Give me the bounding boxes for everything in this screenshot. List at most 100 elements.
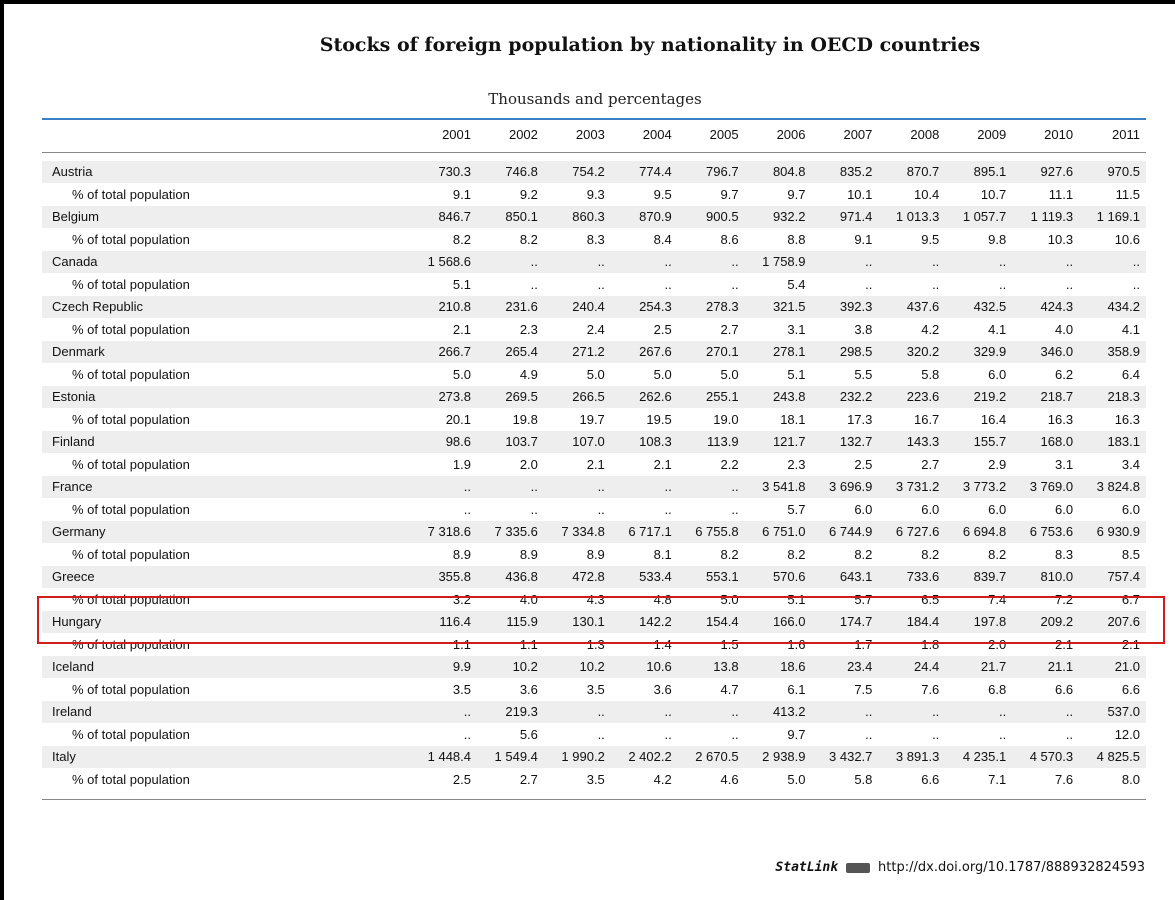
cell: 321.5 xyxy=(772,299,806,314)
cell: 218.3 xyxy=(1107,389,1140,404)
cell: 8.9 xyxy=(586,546,605,562)
cell: 870.7 xyxy=(906,164,940,179)
cell: 8.2 xyxy=(854,546,873,562)
cell: .. xyxy=(664,501,672,517)
cell: 5.1 xyxy=(787,591,806,607)
cell: 1 990.2 xyxy=(561,749,605,764)
cell: 6.0 xyxy=(854,501,873,517)
cell: 6.7 xyxy=(1121,591,1140,607)
cell: 4.1 xyxy=(988,321,1007,337)
row-label: Estonia xyxy=(52,389,96,404)
cell: 2 670.5 xyxy=(695,749,739,764)
cell: 320.2 xyxy=(906,344,940,359)
cell: 4.8 xyxy=(653,591,672,607)
cell: 6 755.8 xyxy=(695,524,739,539)
row-shade xyxy=(42,296,1146,318)
cell: 197.8 xyxy=(973,614,1007,629)
cell: 754.2 xyxy=(572,164,605,179)
cell: 8.9 xyxy=(519,546,538,562)
row-shade xyxy=(42,431,1146,453)
cell: 16.3 xyxy=(1047,411,1074,427)
cell: .. xyxy=(731,726,739,742)
cell: 3 432.7 xyxy=(829,749,873,764)
frame xyxy=(0,0,4,900)
cell: 1 013.3 xyxy=(895,209,940,224)
cell: .. xyxy=(530,254,538,269)
cell: 103.7 xyxy=(505,434,538,449)
cell: 4 235.1 xyxy=(962,749,1007,764)
cell: 4.2 xyxy=(921,321,940,337)
cell: 278.1 xyxy=(772,344,806,359)
sub-row-label: % of total population xyxy=(72,726,190,742)
cell: 271.2 xyxy=(572,344,605,359)
statlink-label: StatLink xyxy=(775,860,839,875)
cell: .. xyxy=(731,479,739,494)
cell: 2.0 xyxy=(519,456,538,472)
cell: 358.9 xyxy=(1107,344,1140,359)
cell: 3 824.8 xyxy=(1096,479,1140,494)
sub-row-label: % of total population xyxy=(72,681,190,697)
cell: 3 891.3 xyxy=(895,749,940,764)
cell: 434.2 xyxy=(1107,299,1140,314)
cell: 2.7 xyxy=(921,456,940,472)
cell: 5.7 xyxy=(854,591,873,607)
cell: 7.1 xyxy=(988,771,1007,787)
cell: 4.0 xyxy=(519,591,538,607)
cell: 1.1 xyxy=(519,636,538,652)
cell: 240.4 xyxy=(572,299,605,314)
cell: 209.2 xyxy=(1040,614,1074,629)
cell: 265.4 xyxy=(505,344,538,359)
cell: 413.2 xyxy=(772,704,806,719)
cell: 12.0 xyxy=(1114,726,1140,742)
cell: 895.1 xyxy=(973,164,1007,179)
cell: 1 448.4 xyxy=(427,749,471,764)
cell: 643.1 xyxy=(839,569,873,584)
cell: 1.3 xyxy=(586,636,605,652)
cell: 10.1 xyxy=(847,186,873,202)
cell: .. xyxy=(530,501,538,517)
cell: 835.2 xyxy=(839,164,873,179)
cell: 1 169.1 xyxy=(1096,209,1140,224)
cell: 1.4 xyxy=(653,636,672,652)
cell: 6.6 xyxy=(1055,681,1074,697)
cell: 1.6 xyxy=(787,636,806,652)
cell: 6 930.9 xyxy=(1096,524,1140,539)
row-label: Belgium xyxy=(52,209,99,224)
cell: .. xyxy=(1132,276,1140,292)
cell: 4.2 xyxy=(653,771,672,787)
cell: 19.5 xyxy=(646,411,672,427)
cell: 1 568.6 xyxy=(427,254,471,269)
cell: 269.5 xyxy=(505,389,538,404)
cell: 4.1 xyxy=(1121,321,1140,337)
cell: 5.0 xyxy=(720,366,739,382)
cell: 232.2 xyxy=(839,389,873,404)
cell: 900.5 xyxy=(706,209,739,224)
subtitle: Thousands and percentages xyxy=(488,90,702,108)
sub-row-label: % of total population xyxy=(72,456,190,472)
cell: 24.4 xyxy=(913,659,940,674)
cell: 219.2 xyxy=(973,389,1007,404)
row-label: France xyxy=(52,479,93,494)
title: Stocks of foreign population by national… xyxy=(319,34,981,56)
cell: .. xyxy=(998,254,1007,269)
cell: 298.5 xyxy=(839,344,873,359)
column-header: 2005 xyxy=(709,127,739,142)
row-shade xyxy=(42,521,1146,543)
cell: 5.0 xyxy=(653,366,672,382)
row-label: Iceland xyxy=(52,659,94,674)
cell: 1 758.9 xyxy=(762,254,806,269)
cell: .. xyxy=(998,276,1007,292)
statlink-url: http://dx.doi.org/10.1787/888932824593 xyxy=(878,860,1145,875)
cell: 7.6 xyxy=(1055,771,1074,787)
cell: 553.1 xyxy=(706,569,739,584)
column-header: 2002 xyxy=(508,127,538,142)
cell: 130.1 xyxy=(572,614,605,629)
cell: 11.1 xyxy=(1048,186,1074,202)
row-label: Canada xyxy=(52,254,98,269)
cell: 3.1 xyxy=(787,321,806,337)
cell: 278.3 xyxy=(706,299,739,314)
statlink: StatLink http://dx.doi.org/10.1787/88893… xyxy=(775,860,1145,875)
cell: 2 402.2 xyxy=(628,749,672,764)
cell: 2.3 xyxy=(519,321,538,337)
sub-row-label: % of total population xyxy=(72,546,190,562)
